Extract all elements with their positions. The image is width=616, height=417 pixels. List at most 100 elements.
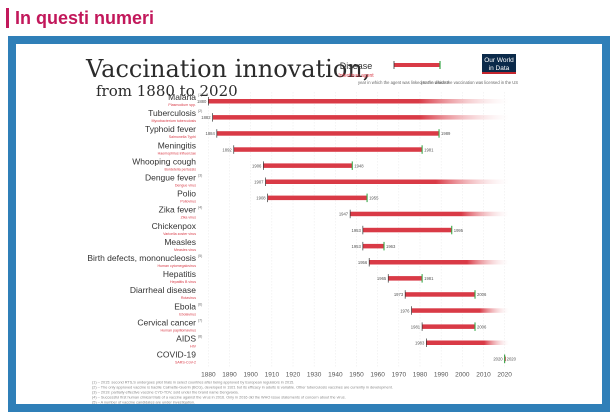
- disease-label: Zika fever: [159, 205, 196, 215]
- agent-label: Poliovirus: [180, 200, 196, 204]
- footnote: (3) – 2019: partially effective vaccine …: [92, 391, 239, 395]
- range-bar: [426, 340, 509, 345]
- range-bar: [233, 147, 423, 152]
- agent-label: Varicella zoster virus: [163, 232, 196, 236]
- end-year-label: 2006: [477, 324, 487, 329]
- x-tick-label: 1970: [392, 372, 407, 379]
- start-year-label: 1908: [256, 196, 266, 201]
- agent-label: Dengue virus: [175, 184, 196, 188]
- legend-right-note: year in which the vaccination was licens…: [421, 80, 518, 85]
- start-year-label: 1953: [352, 244, 362, 249]
- agent-label: Plasmodium spp.: [168, 103, 196, 107]
- disease-label: Polio: [177, 189, 196, 199]
- footnote: (1) – 2015: second RTS,S undergoes pilot…: [92, 381, 294, 385]
- range-bar: [504, 356, 506, 362]
- start-year-label: 1880: [197, 99, 207, 104]
- end-year-label: 1948: [354, 163, 364, 168]
- x-tick-label: 1880: [201, 372, 216, 379]
- disease-label: AIDS: [176, 334, 196, 344]
- range-bar: [265, 179, 509, 184]
- disease-label: Typhoid fever: [145, 124, 196, 134]
- disease-label: Dengue fever: [145, 173, 196, 183]
- x-tick-label: 1960: [370, 372, 385, 379]
- disease-label: Birth defects, mononucleosis: [87, 253, 196, 263]
- disease-label: Chickenpox: [152, 221, 197, 231]
- page-title: In questi numeri: [15, 7, 155, 28]
- x-tick-label: 1910: [265, 372, 280, 379]
- legend-agent: Infectious agent: [338, 73, 374, 79]
- disease-label: Meningitis: [158, 140, 196, 150]
- owid-logo: [482, 54, 516, 74]
- disease-footnote-ref: (1): [198, 93, 202, 97]
- disease-footnote-ref: (6): [198, 302, 202, 306]
- header-accent-bar: [6, 8, 9, 28]
- start-year-label: 1976: [400, 308, 410, 313]
- end-year-label: 1955: [369, 196, 379, 201]
- agent-label: Mycobacterium tuberculosis: [151, 119, 196, 123]
- page-header: In questi numeri: [6, 6, 154, 30]
- range-bar: [411, 308, 509, 313]
- disease-footnote-ref: (4): [198, 206, 202, 210]
- chart-card: Vaccination innovation, from 1880 to 2020…: [16, 44, 602, 404]
- owid-logo-stripe: [482, 72, 516, 74]
- range-bar: [216, 131, 440, 136]
- disease-footnote-ref: (2): [198, 109, 202, 113]
- disease-label: Measles: [164, 237, 196, 247]
- end-year-label: 1963: [386, 244, 396, 249]
- vaccination-chart: Vaccination innovation,from 1880 to 2020…: [85, 54, 518, 404]
- x-tick-label: 1950: [349, 372, 364, 379]
- agent-label: Bordetella pertussis: [164, 167, 196, 171]
- chart-subtitle: from 1880 to 2020: [96, 82, 238, 100]
- start-year-label: 1907: [254, 180, 264, 185]
- x-tick-label: 1930: [307, 372, 322, 379]
- chart-title: Vaccination innovation,: [85, 55, 370, 83]
- agent-label: Rotavirus: [181, 296, 196, 300]
- agent-label: Human papillomavirus: [160, 328, 196, 332]
- legend-left-note: year in which the agent was linked to th…: [358, 80, 450, 85]
- owid-logo-line2: in Data: [489, 65, 510, 72]
- end-year-label: 1981: [424, 147, 434, 152]
- range-bar: [405, 292, 476, 297]
- end-year-label: 1981: [424, 276, 434, 281]
- agent-label: Measles virus: [174, 248, 196, 252]
- start-year-label: 1983: [415, 341, 425, 346]
- end-year-label: 2006: [477, 292, 487, 297]
- agent-label: Ebolavirus: [179, 312, 196, 316]
- range-bar: [422, 324, 476, 329]
- x-tick-label: 1940: [328, 372, 343, 379]
- range-bar: [267, 195, 368, 201]
- start-year-label: 1956: [358, 260, 368, 265]
- disease-label: Whooping cough: [132, 156, 196, 166]
- x-tick-label: 2010: [476, 372, 491, 379]
- disease-label: Malaria: [168, 92, 196, 102]
- range-bar: [362, 227, 452, 233]
- disease-footnote-ref: (3): [198, 174, 202, 178]
- x-tick-label: 2000: [455, 372, 470, 379]
- start-year-label: 1953: [352, 228, 362, 233]
- start-year-label: 1884: [205, 131, 215, 136]
- range-bar: [388, 276, 423, 281]
- agent-label: Zika virus: [181, 216, 197, 220]
- disease-footnote-ref: (8): [198, 335, 202, 339]
- agent-label: HIV: [190, 345, 197, 349]
- agent-label: Hepatitis B virus: [170, 280, 196, 284]
- legend-disease: Disease: [340, 61, 373, 71]
- start-year-label: 1906: [252, 163, 262, 168]
- legend-bar: [394, 63, 440, 67]
- start-year-label: 1892: [222, 147, 232, 152]
- x-tick-label: 1980: [413, 372, 428, 379]
- x-tick-label: 2020: [497, 372, 512, 379]
- end-year-label: 1995: [454, 228, 464, 233]
- x-tick-label: 1990: [434, 372, 449, 379]
- range-bar: [362, 243, 385, 249]
- agent-label: Haemophilus influenzae: [158, 151, 196, 155]
- range-bar: [369, 260, 509, 265]
- start-year-label: 1947: [339, 212, 349, 217]
- range-bar: [263, 163, 353, 168]
- owid-logo-line1: Our World: [484, 57, 514, 64]
- start-year-label: 1882: [201, 115, 211, 120]
- disease-footnote-ref: (5): [198, 254, 202, 258]
- agent-label: SARS-CoV-2: [175, 361, 196, 365]
- end-year-label: 1989: [441, 131, 451, 136]
- disease-footnote-ref: (7): [198, 318, 202, 322]
